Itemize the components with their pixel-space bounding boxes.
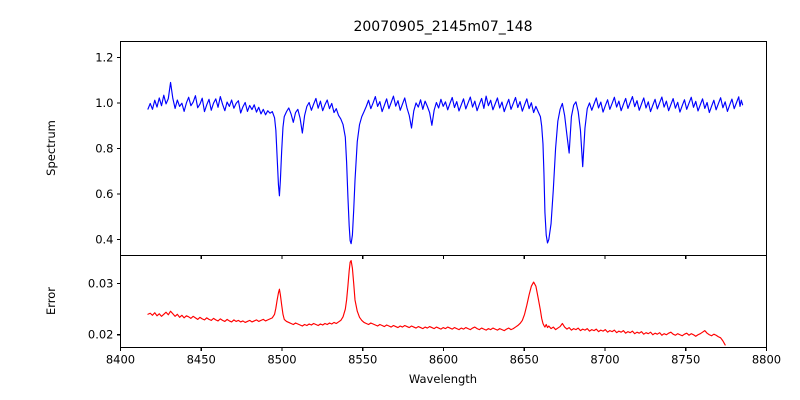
x-axis-label: Wavelength — [409, 372, 477, 386]
error-y-axis-label: Error — [44, 287, 58, 315]
spectrum-y-tick-label: 1.0 — [95, 96, 113, 110]
spectrum-panel: 0.4 0.6 0.8 1.0 1.2 Spectrum — [44, 40, 768, 259]
error-panel: 0.02 0.03 8400 8450 8500 8550 8600 8650 8700 875… — [44, 254, 781, 386]
error-y-ticks: 0.02 0.03 — [88, 277, 121, 342]
error-x-tick-label: 8400 — [106, 353, 135, 367]
error-x-tick-label: 8800 — [752, 353, 781, 367]
spectrum-y-ticks: 0.4 0.6 0.8 1.0 1.2 — [95, 50, 121, 247]
spectrum-y-tick-label: 0.6 — [95, 187, 113, 201]
error-x-tick-label: 8700 — [590, 353, 619, 367]
error-x-tick-label: 8750 — [671, 353, 700, 367]
error-y-tick-label: 0.02 — [88, 328, 114, 342]
spectrum-y-tick-label: 0.4 — [95, 233, 113, 247]
error-x-ticks: 8400 8450 8500 8550 8600 8650 8700 8750 8800 — [106, 347, 781, 367]
spectrum-y-tick-label: 1.2 — [95, 50, 113, 64]
error-x-tick-label: 8450 — [187, 353, 216, 367]
spectrum-y-axis-label: Spectrum — [44, 120, 58, 176]
error-x-tick-label: 8500 — [267, 353, 296, 367]
error-y-tick-label: 0.03 — [88, 277, 114, 291]
error-x-tick-label: 8600 — [429, 353, 458, 367]
error-x-tick-label: 8550 — [348, 353, 377, 367]
spectrum-data-line — [147, 81, 744, 245]
spectrum-y-tick-label: 0.8 — [95, 142, 113, 156]
figure-title: 20070905_2145m07_148 — [353, 19, 532, 35]
error-x-tick-label: 8650 — [510, 353, 539, 367]
error-data-line — [147, 260, 726, 346]
